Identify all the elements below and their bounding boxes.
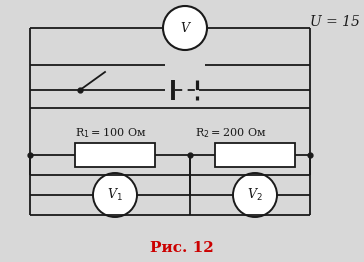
- Text: Рис. 12: Рис. 12: [150, 241, 214, 255]
- Text: R$_1$ = 100 Ом: R$_1$ = 100 Ом: [75, 126, 147, 140]
- Text: R$_2$ = 200 Ом: R$_2$ = 200 Ом: [195, 126, 266, 140]
- Circle shape: [233, 173, 277, 217]
- Circle shape: [163, 6, 207, 50]
- Text: V$_2$: V$_2$: [247, 187, 263, 203]
- Text: U = 15 В: U = 15 В: [310, 15, 364, 29]
- Circle shape: [93, 173, 137, 217]
- Text: V: V: [181, 21, 190, 35]
- Text: V$_1$: V$_1$: [107, 187, 123, 203]
- Bar: [75, 143, 155, 167]
- Bar: [215, 143, 295, 167]
